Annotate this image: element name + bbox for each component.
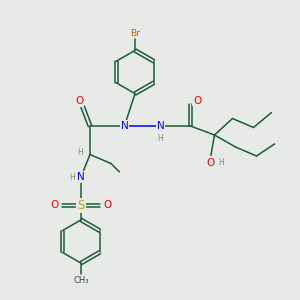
Text: N: N — [77, 172, 85, 182]
Text: S: S — [77, 199, 85, 212]
Text: O: O — [207, 158, 215, 168]
Text: H: H — [70, 173, 76, 182]
Text: H: H — [77, 148, 83, 157]
Text: O: O — [103, 200, 111, 211]
Text: O: O — [75, 96, 84, 106]
Text: O: O — [193, 95, 201, 106]
Text: H: H — [218, 158, 224, 167]
Text: Br: Br — [130, 28, 140, 38]
Text: O: O — [51, 200, 59, 211]
Text: CH₃: CH₃ — [73, 276, 89, 285]
Text: N: N — [157, 121, 164, 131]
Text: H: H — [158, 134, 164, 143]
Text: N: N — [121, 121, 128, 131]
